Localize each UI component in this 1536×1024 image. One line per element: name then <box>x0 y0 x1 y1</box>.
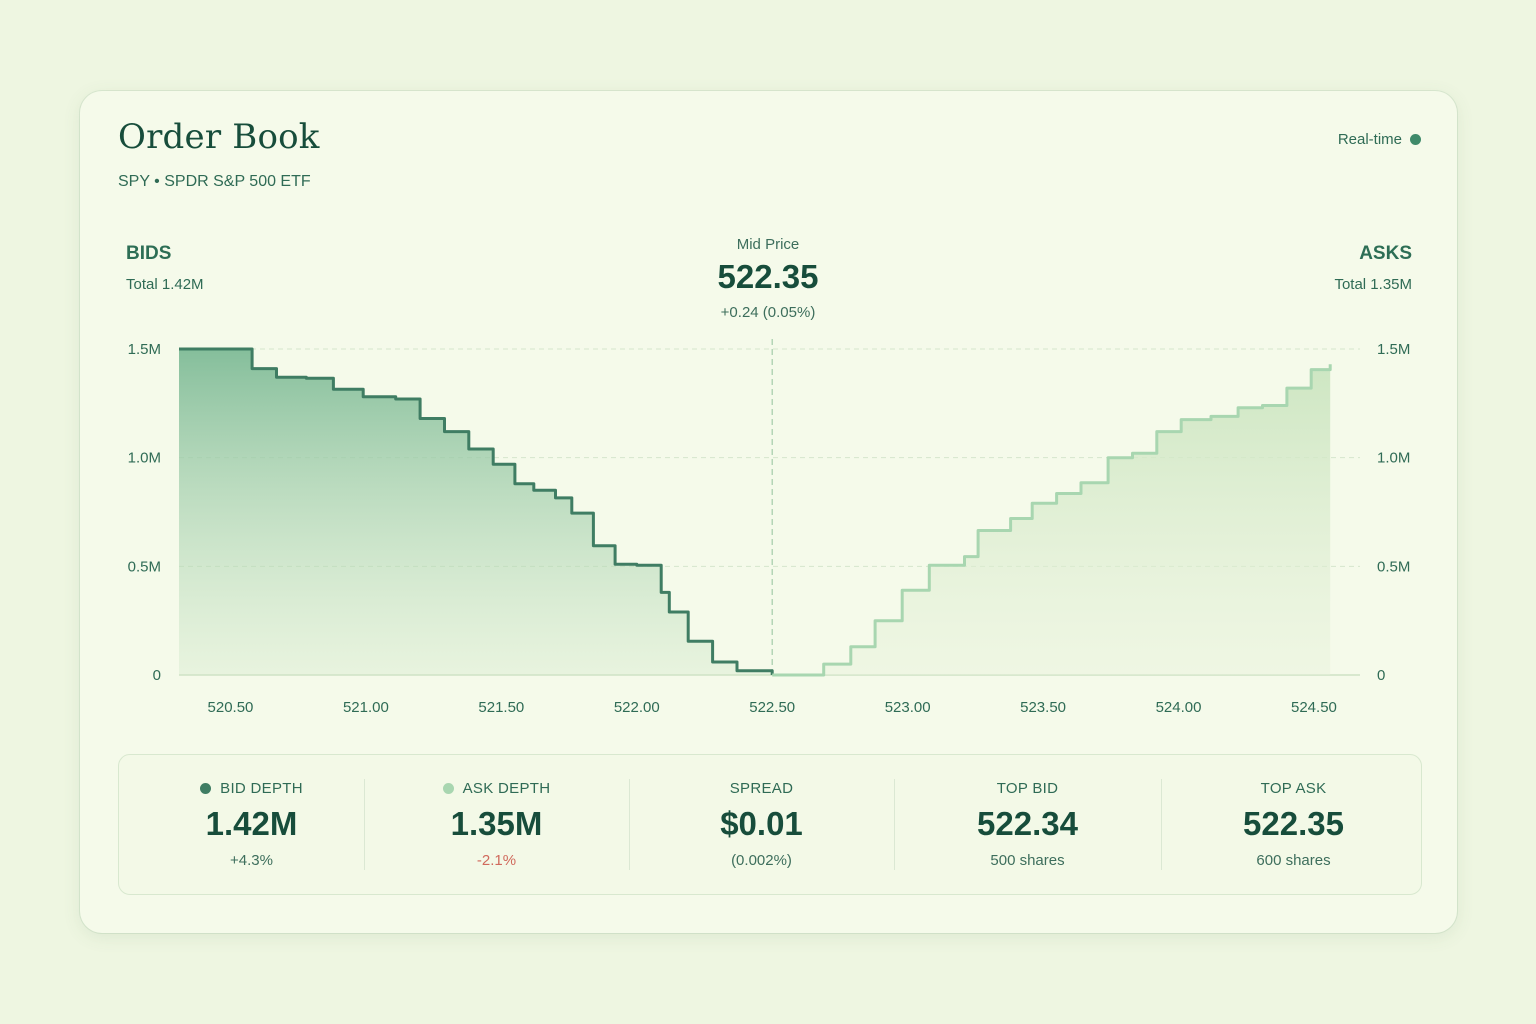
bid-dot-icon <box>200 783 212 794</box>
y-tick-label-left: 1.0M <box>128 450 161 467</box>
ask-depth-area <box>772 364 1331 675</box>
bid-depth-line <box>179 347 774 675</box>
y-tick-label-left: 1.5M <box>128 341 161 358</box>
stats-panel: BID DEPTH 1.42M +4.3% ASK DEPTH 1.35M -2… <box>118 754 1422 895</box>
stat-label: BID DEPTH <box>220 780 303 797</box>
stat-spread: SPREAD $0.01 (0.002%) <box>629 755 894 894</box>
stat-sub: (0.002%) <box>731 852 792 869</box>
page-title: Order Book <box>118 117 320 157</box>
bids-total: Total 1.42M <box>126 276 204 293</box>
ticker-subtitle: SPY • SPDR S&P 500 ETF <box>118 173 311 190</box>
stat-value: 1.42M <box>205 805 298 842</box>
divider <box>629 779 630 870</box>
stat-label: TOP BID <box>996 780 1059 797</box>
bid-depth-area <box>179 349 773 675</box>
x-tick-label: 524.50 <box>1291 699 1337 716</box>
x-tick-label: 522.00 <box>614 699 660 716</box>
stat-top-ask: TOP ASK 522.35 600 shares <box>1161 755 1426 894</box>
stat-value: 522.35 <box>1243 805 1344 842</box>
stat-sub: 500 shares <box>990 852 1065 869</box>
stat-label: ASK DEPTH <box>462 780 551 797</box>
stat-label: SPREAD <box>729 780 794 797</box>
divider <box>364 779 365 870</box>
mid-price-value: 522.35 <box>717 258 819 295</box>
y-tick-label-right: 0 <box>1377 667 1385 684</box>
x-tick-label: 523.00 <box>885 699 931 716</box>
stat-change: +4.3% <box>230 852 273 869</box>
stat-label: TOP ASK <box>1260 780 1327 797</box>
x-tick-label: 522.50 <box>749 699 795 716</box>
x-tick-label: 520.50 <box>208 699 254 716</box>
y-tick-label-right: 1.0M <box>1377 450 1410 467</box>
order-book-card: Order Book SPY • SPDR S&P 500 ETF Real-t… <box>80 91 1457 933</box>
x-tick-label: 521.00 <box>343 699 389 716</box>
stat-bid-depth: BID DEPTH 1.42M +4.3% <box>119 755 384 894</box>
stat-change: -2.1% <box>476 852 517 869</box>
ask-depth-line <box>772 364 1332 677</box>
stat-ask-depth: ASK DEPTH 1.35M -2.1% <box>364 755 629 894</box>
y-tick-label-right: 1.5M <box>1377 341 1410 358</box>
mid-price-change: +0.24 (0.05%) <box>720 304 816 321</box>
x-tick-label: 523.50 <box>1020 699 1066 716</box>
divider <box>1161 779 1162 870</box>
asks-title: ASKS <box>1359 243 1412 264</box>
stat-value: 1.35M <box>450 805 543 842</box>
divider <box>894 779 895 870</box>
live-dot-icon <box>1410 134 1421 145</box>
x-tick-label: 524.00 <box>1156 699 1202 716</box>
realtime-indicator: Real-time <box>1338 131 1421 148</box>
depth-chart: 0 0 0.5M 0.5M 1.0M 1.0M 1.5M 1.5M 520.50 521.00 52… <box>128 339 1410 716</box>
ask-dot-icon <box>442 783 454 794</box>
y-tick-label-left: 0.5M <box>128 558 161 575</box>
bids-title: BIDS <box>126 243 172 264</box>
mid-price-label: Mid Price <box>736 236 800 253</box>
realtime-label: Real-time <box>1337 131 1402 148</box>
y-tick-label-left: 0 <box>153 667 161 684</box>
asks-total: Total 1.35M <box>1334 276 1412 293</box>
stat-value: $0.01 <box>720 805 803 842</box>
x-tick-label: 521.50 <box>478 699 524 716</box>
stat-value: 522.34 <box>977 805 1078 842</box>
y-tick-label-right: 0.5M <box>1377 558 1410 575</box>
stat-sub: 600 shares <box>1256 852 1331 869</box>
stat-top-bid: TOP BID 522.34 500 shares <box>895 755 1160 894</box>
